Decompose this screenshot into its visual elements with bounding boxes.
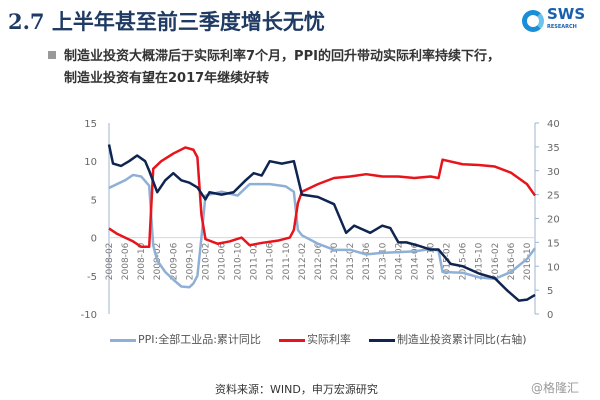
right-tick-label: 25 bbox=[547, 191, 560, 202]
logo-icon bbox=[522, 10, 544, 32]
x-tick-label: 2008-06 bbox=[121, 242, 131, 280]
bullet-text: 制造业投资大概滞后于实际利率7个月，PPI的回升带动实际利率持续下行， 制造业投资… bbox=[64, 46, 584, 90]
x-tick-label: 2011-02 bbox=[250, 243, 260, 281]
legend-real-rate: 实际利率 bbox=[278, 331, 351, 347]
right-tick-label: 35 bbox=[547, 143, 560, 154]
series-line-1 bbox=[108, 146, 537, 249]
legend-ppi: PPI:全部工业品:累计同比 bbox=[110, 331, 261, 347]
x-tick-label: 2010-06 bbox=[218, 242, 228, 280]
sws-logo: SWS RESEARCH bbox=[522, 5, 586, 34]
x-tick-label: 2016-02 bbox=[491, 243, 501, 281]
x-tick-label: 2013-02 bbox=[346, 243, 356, 281]
right-tick-label: 5 bbox=[547, 286, 553, 297]
x-tick-label: 2010-10 bbox=[234, 242, 244, 280]
series-line-2 bbox=[107, 144, 536, 302]
left-tick-label: -5 bbox=[87, 272, 97, 283]
legend-label: 制造业投资累计同比(右轴) bbox=[396, 333, 527, 346]
x-tick-label: 2008-02 bbox=[105, 243, 115, 281]
x-tick-label: 2014-06 bbox=[410, 242, 420, 280]
left-tick-label: 5 bbox=[91, 195, 97, 206]
left-tick-label: -10 bbox=[81, 310, 97, 321]
legend-investment: 制造业投资累计同比(右轴) bbox=[368, 331, 527, 347]
x-tick-label: 2012-02 bbox=[298, 243, 308, 281]
x-tick-label: 2009-10 bbox=[185, 242, 195, 280]
x-tick-label: 2012-06 bbox=[314, 242, 324, 280]
x-tick-label: 2010-02 bbox=[201, 243, 211, 281]
logo-text: SWS bbox=[547, 5, 586, 23]
right-tick-label: 20 bbox=[547, 215, 560, 226]
x-tick-label: 2008-10 bbox=[137, 242, 147, 280]
x-tick-label: 2016-10 bbox=[523, 242, 533, 280]
bullet-line-2: 制造业投资有望在2017年继续好转 bbox=[64, 71, 270, 86]
bullet-line-1: 制造业投资大概滞后于实际利率7个月，PPI的回升带动实际利率持续下行， bbox=[64, 49, 500, 64]
source-note: 资料来源：WIND，申万宏源研究 bbox=[215, 383, 378, 396]
left-tick-label: 15 bbox=[84, 119, 97, 130]
x-tick-label: 2015-06 bbox=[459, 242, 469, 280]
x-tick-label: 2011-10 bbox=[282, 242, 292, 280]
x-tick-label: 2014-10 bbox=[427, 242, 437, 280]
legend: PPI:全部工业品:累计同比 实际利率 制造业投资累计同比(右轴) bbox=[110, 331, 527, 347]
x-tick-label: 2016-06 bbox=[507, 242, 517, 280]
right-tick-label: 15 bbox=[547, 238, 560, 249]
right-tick-label: 30 bbox=[547, 167, 560, 178]
x-tick-label: 2013-06 bbox=[362, 242, 372, 280]
x-tick-label: 2014-02 bbox=[394, 243, 404, 281]
x-tick-label: 2009-06 bbox=[169, 242, 179, 280]
left-tick-label: 0 bbox=[91, 234, 97, 245]
legend-label: PPI:全部工业品:累计同比 bbox=[138, 333, 261, 346]
series-line-0 bbox=[108, 173, 536, 289]
legend-label: 实际利率 bbox=[306, 333, 351, 346]
x-tick-label: 2015-10 bbox=[475, 242, 485, 280]
x-tick-label: 2013-10 bbox=[378, 242, 388, 280]
page-title: 2.7 上半年甚至前三季度增长无忧 bbox=[8, 9, 325, 34]
bullet-square-icon bbox=[48, 51, 56, 59]
right-tick-label: 10 bbox=[547, 262, 560, 273]
left-tick-label: 10 bbox=[84, 157, 97, 168]
right-tick-label: 0 bbox=[547, 310, 553, 321]
x-tick-label: 2012-10 bbox=[330, 242, 340, 280]
right-tick-label: 40 bbox=[547, 119, 560, 130]
x-tick-label: 2011-06 bbox=[266, 242, 276, 280]
logo-sub: RESEARCH bbox=[547, 24, 577, 30]
watermark: @格隆汇 bbox=[531, 381, 580, 395]
